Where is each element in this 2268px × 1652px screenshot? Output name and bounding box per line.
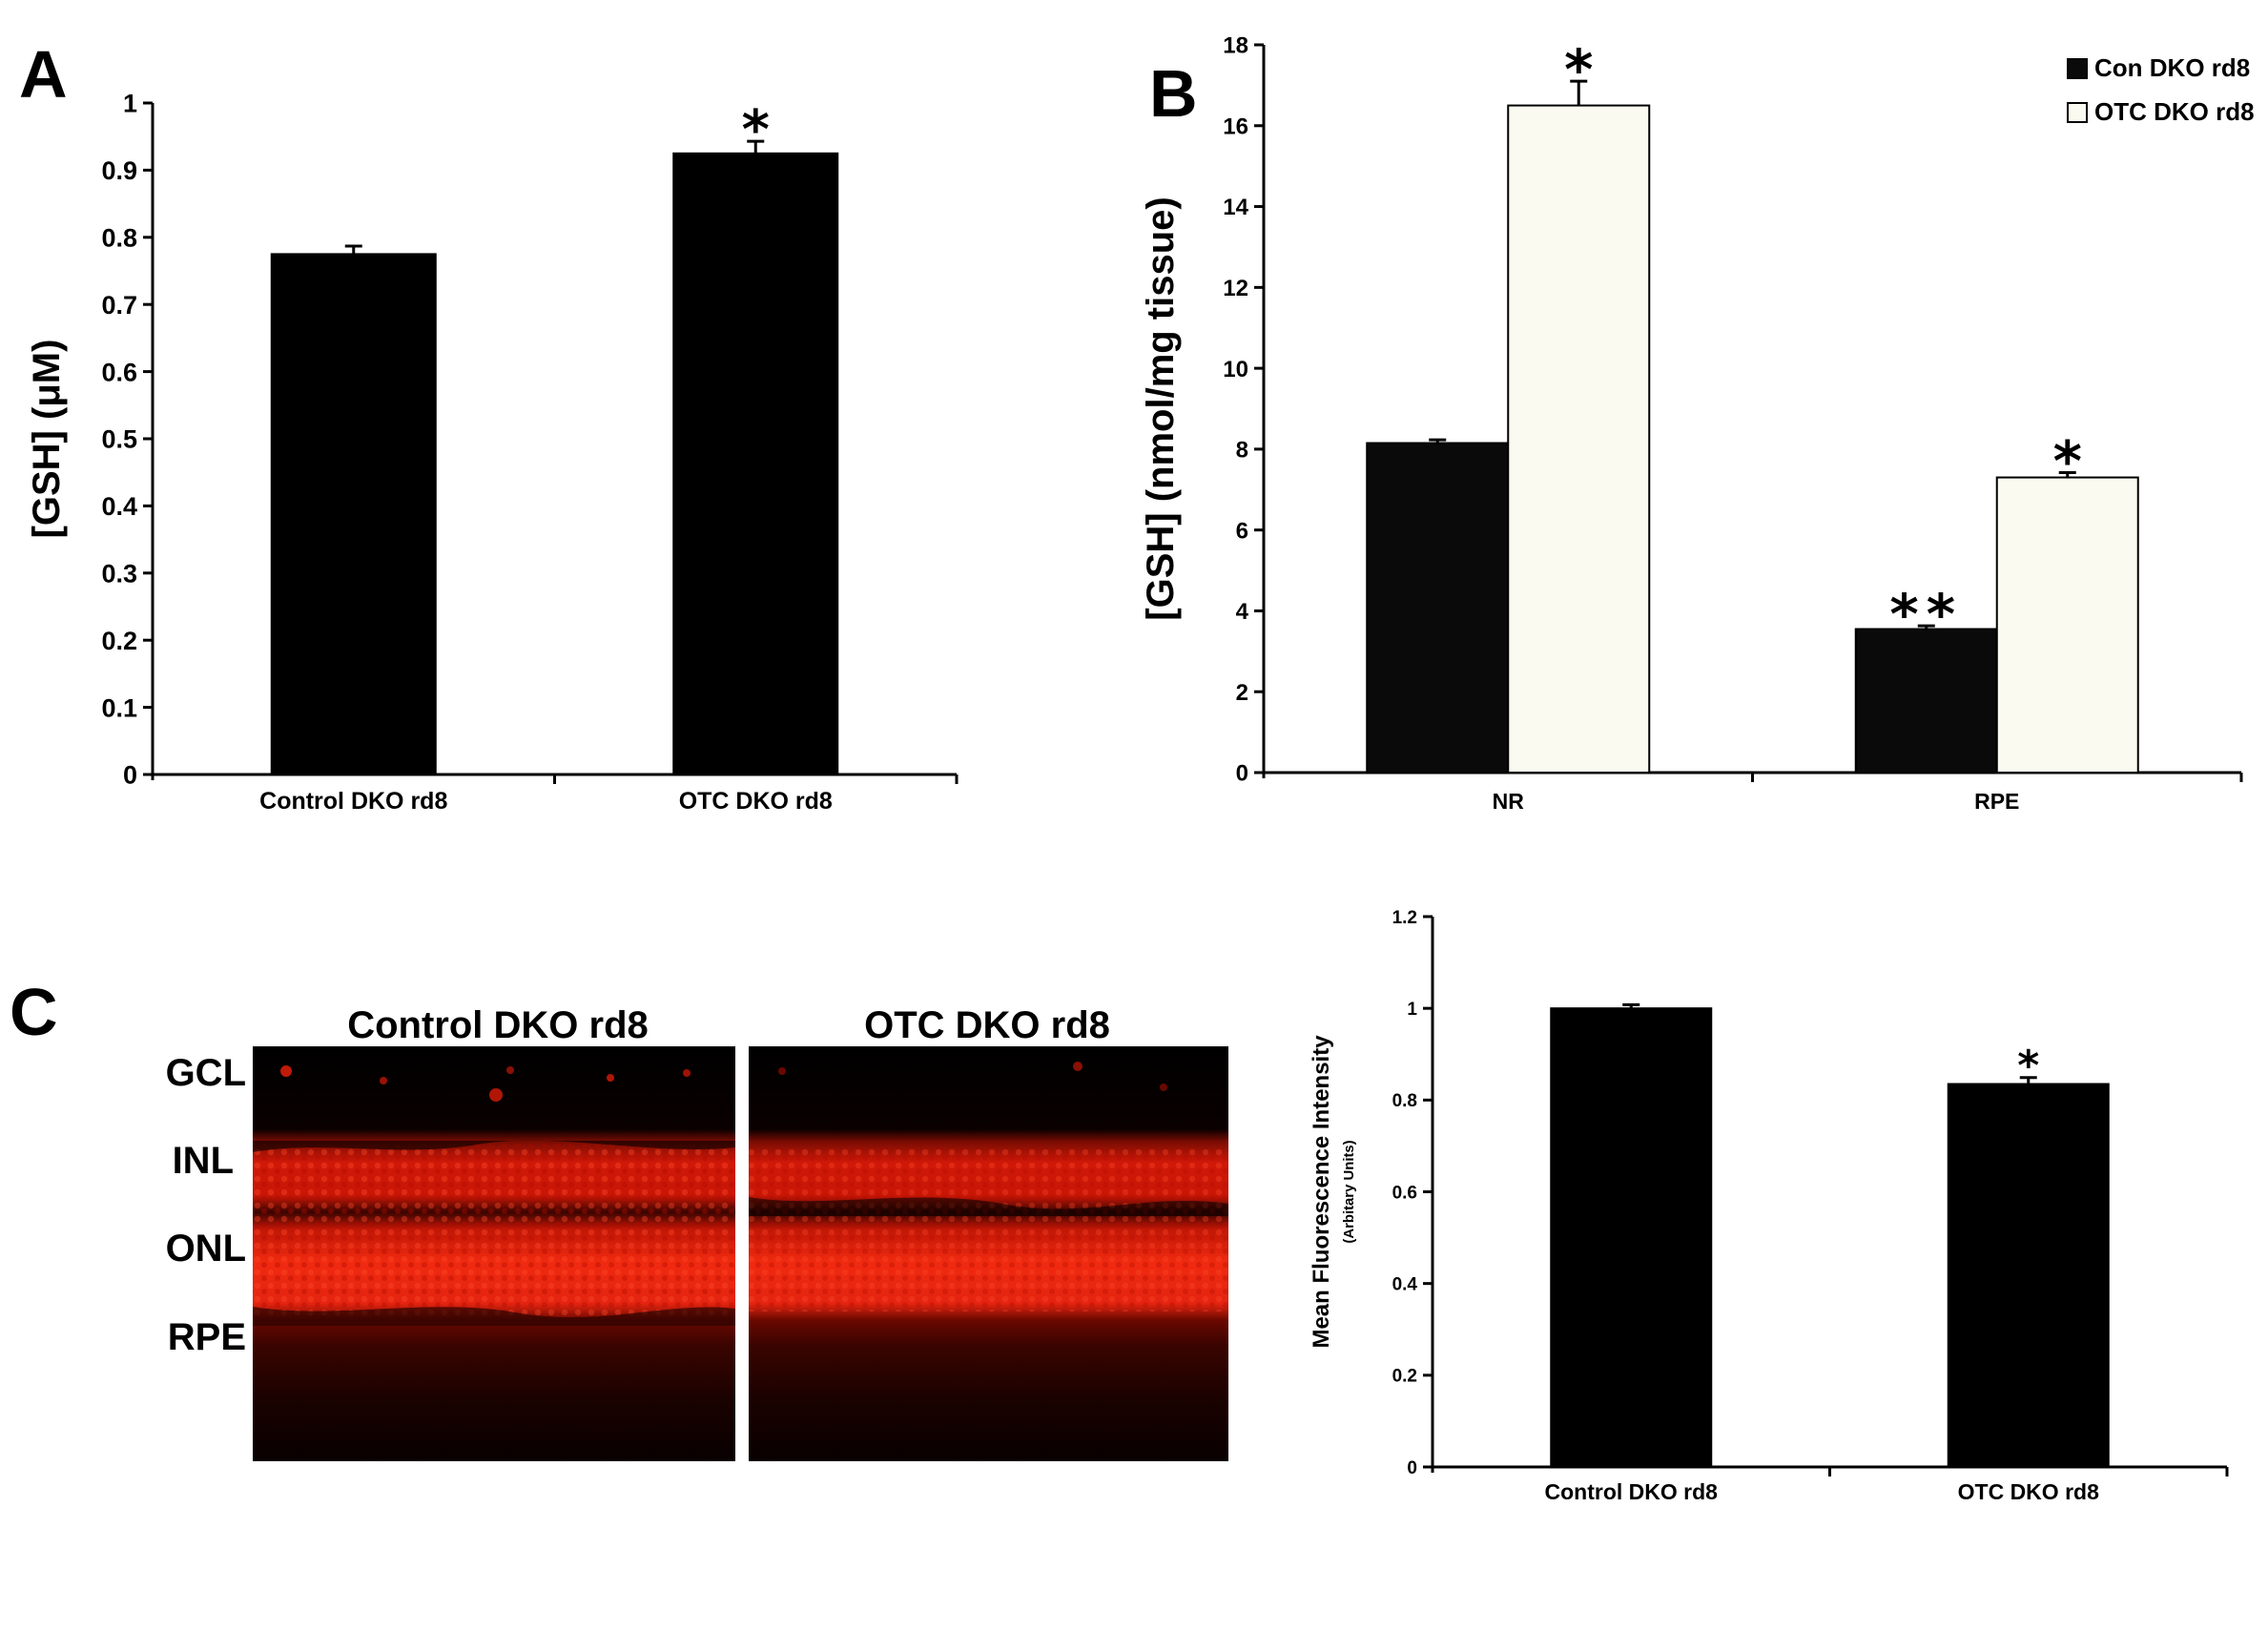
legend-swatch xyxy=(2067,102,2088,123)
bar xyxy=(1947,1083,2110,1468)
layer-label-gcl: GCL xyxy=(166,1052,246,1094)
y-tick-label: 1 xyxy=(123,90,137,118)
y-tick-label: 6 xyxy=(1236,518,1248,544)
y-tick-label: 0 xyxy=(1236,761,1248,787)
legend-label: OTC DKO rd8 xyxy=(2094,97,2255,126)
micrograph-group: Control DKO rd8 OTC DKO rd8 GCL INL ONL … xyxy=(166,1004,1228,1461)
x-tick-label: RPE xyxy=(1974,789,2019,814)
y-tick-label: 0.1 xyxy=(101,693,137,722)
y-tick-label: 12 xyxy=(1223,276,1248,301)
y-tick-label: 16 xyxy=(1223,114,1248,139)
y-tick-label: 0.2 xyxy=(1392,1367,1417,1387)
y-tick-label: 1.2 xyxy=(1392,908,1417,928)
y-tick-label: 0.9 xyxy=(101,156,137,185)
y-tick-label: 0.7 xyxy=(101,291,137,320)
x-tick-label: Control DKO rd8 xyxy=(259,788,447,815)
panel-label-a: A xyxy=(19,37,68,112)
significance-marker: * xyxy=(1564,37,1593,102)
significance-marker: ** xyxy=(1889,582,1963,647)
chart-a: 0 0.1 0.2 0.3 0.4 0.5 0.6 0.7 0.8 0.9 1 Control DKO… xyxy=(26,90,959,815)
legend-swatch xyxy=(2067,58,2088,79)
y-axis-title: Mean Fluorescence Intensity xyxy=(1309,1035,1334,1349)
significance-marker: * xyxy=(2053,428,2082,493)
y-axis-subtitle: (Arbitary Units) xyxy=(1342,1140,1357,1243)
layer-label-onl: ONL xyxy=(166,1228,246,1270)
y-tick-label: 0 xyxy=(1407,1458,1417,1478)
bar xyxy=(672,152,839,776)
micrograph-title-otc: OTC DKO rd8 xyxy=(864,1004,1110,1046)
chart-c: 0 0.2 0.4 0.6 0.8 1 1.2 Control DKO rd8 OTC DKO … xyxy=(1309,908,2229,1504)
y-tick-label: 4 xyxy=(1236,599,1249,625)
significance-marker: * xyxy=(742,99,770,161)
y-tick-label: 0.8 xyxy=(101,224,137,253)
micrograph-title-control: Control DKO rd8 xyxy=(347,1004,649,1046)
bar xyxy=(270,253,437,775)
panel-label-c: C xyxy=(10,975,58,1049)
x-tick-label: NR xyxy=(1493,789,1525,814)
legend-label: Con DKO rd8 xyxy=(2094,53,2250,82)
y-tick-label: 0.2 xyxy=(101,627,137,655)
x-tick-label: OTC DKO rd8 xyxy=(679,788,833,815)
x-tick-label: OTC DKO rd8 xyxy=(1958,1479,2099,1504)
layer-label-rpe: RPE xyxy=(168,1316,246,1358)
y-axis-title: [GSH] (nmol/mg tissue) xyxy=(1140,196,1182,620)
bar xyxy=(1550,1007,1713,1468)
y-tick-label: 18 xyxy=(1223,33,1248,59)
y-tick-label: 0.6 xyxy=(1392,1183,1417,1203)
y-tick-label: 0.4 xyxy=(101,492,137,521)
panel-label-b: B xyxy=(1149,56,1198,131)
y-axis-title: [GSH] (μM) xyxy=(26,340,68,539)
micrograph-control xyxy=(253,1046,735,1461)
x-tick-label: Control DKO rd8 xyxy=(1545,1479,1719,1504)
y-tick-label: 0.8 xyxy=(1392,1091,1417,1111)
micrograph-otc xyxy=(749,1046,1228,1461)
significance-marker: * xyxy=(2017,1042,2039,1090)
y-tick-label: 8 xyxy=(1236,438,1248,464)
y-tick-label: 0 xyxy=(123,761,137,790)
layer-label-inl: INL xyxy=(173,1140,234,1182)
y-tick-label: 10 xyxy=(1223,357,1248,382)
bar xyxy=(1366,442,1510,774)
y-tick-label: 0.4 xyxy=(1392,1275,1418,1295)
bar xyxy=(1854,628,1998,774)
y-tick-label: 1 xyxy=(1407,1000,1417,1020)
bar xyxy=(1507,104,1651,774)
y-tick-label: 0.6 xyxy=(101,358,137,386)
y-tick-label: 0.5 xyxy=(101,425,137,454)
y-tick-label: 14 xyxy=(1223,195,1248,220)
bar xyxy=(1995,476,2139,774)
y-tick-label: 2 xyxy=(1236,680,1248,706)
y-tick-label: 0.3 xyxy=(101,560,137,589)
